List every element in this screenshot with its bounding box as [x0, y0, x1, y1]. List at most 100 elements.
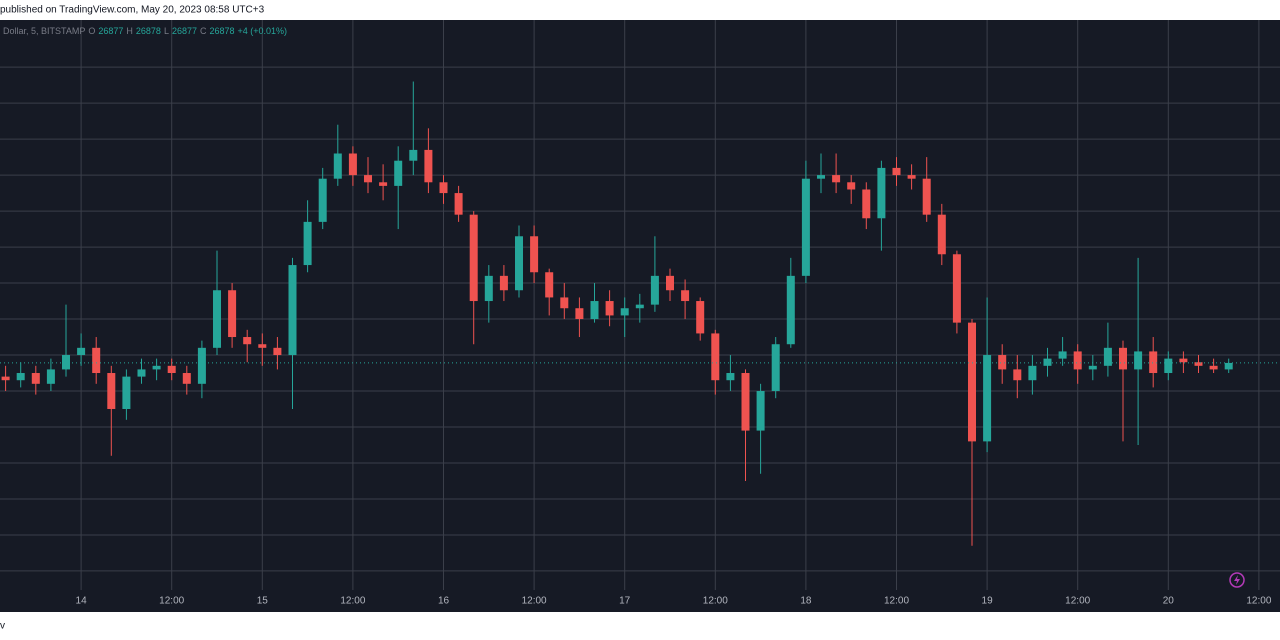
candle-body [1013, 369, 1022, 381]
candle-body [666, 275, 674, 291]
x-tick-label: 15 [257, 596, 269, 607]
candle-body [560, 297, 569, 309]
candle-body [484, 275, 493, 302]
candle-body [62, 355, 70, 370]
candle-body [998, 355, 1007, 370]
candle-body [862, 189, 871, 219]
ohlc-value: 26878 [136, 26, 161, 36]
candle-body [182, 373, 191, 384]
candle-body [907, 175, 916, 179]
candle-body [424, 149, 433, 183]
candle-body [1058, 351, 1067, 359]
lightning-icon [1229, 572, 1245, 588]
candle-body [968, 322, 976, 442]
x-tick-label: 16 [438, 596, 450, 607]
candle-body [1043, 358, 1052, 366]
published-text: published on TradingView.com, May 20, 20… [0, 5, 265, 16]
candle-body [303, 221, 312, 266]
candle-body [454, 193, 463, 215]
candle-body [379, 182, 388, 186]
candle-body [696, 301, 705, 334]
legend: Dollar, 5, BITSTAMP O 26877 H 26878 L 26877 C 26… [3, 26, 287, 36]
x-tick-label: 12:00 [340, 596, 365, 607]
candle-body [726, 373, 735, 381]
candle-body [832, 175, 841, 183]
candle-body [16, 373, 25, 381]
candle-body [877, 167, 886, 219]
candle-body [213, 290, 221, 348]
candle-body [937, 214, 946, 255]
x-tick-label: 12:00 [1246, 596, 1271, 607]
change: +4 (+0.01%) [238, 26, 288, 36]
candle-body [983, 355, 992, 442]
x-tick-label: 12:00 [1065, 596, 1090, 607]
x-tick-label: 20 [1163, 596, 1175, 607]
candle-body [1028, 365, 1037, 381]
x-tick-label: 19 [982, 596, 994, 607]
candle-body [892, 167, 901, 176]
x-tick-label: 14 [76, 596, 88, 607]
candle-body [394, 160, 403, 186]
candle-body [635, 304, 644, 309]
candle-body [46, 369, 55, 384]
ohlc-label: O [88, 26, 95, 36]
x-tick-label: 17 [619, 596, 631, 607]
x-tick-label: 12:00 [703, 596, 728, 607]
candle-body [771, 344, 780, 392]
x-tick-label: 12:00 [159, 596, 184, 607]
candle-body [650, 275, 659, 305]
ohlc-value: 26877 [172, 26, 197, 36]
candle-body [499, 275, 508, 291]
candle-body [817, 175, 825, 179]
candle-body [1073, 351, 1082, 370]
candle-body [228, 290, 237, 338]
candle-body [590, 301, 599, 320]
candle-body [801, 178, 810, 276]
candle-body [952, 254, 961, 323]
candle-body [92, 347, 101, 374]
x-tick-label: 12:00 [522, 596, 547, 607]
candle-body [1224, 362, 1233, 370]
candle-body [31, 373, 40, 384]
candle-body [348, 153, 357, 176]
candle-body [1179, 358, 1188, 363]
x-tick-label: 18 [800, 596, 812, 607]
candle-body [1119, 347, 1127, 370]
candle-body [1164, 358, 1173, 374]
candle-body [711, 333, 720, 381]
candles [0, 81, 1280, 546]
candle-body [107, 373, 116, 409]
candle-body [152, 365, 161, 370]
bottom-bar [0, 612, 1280, 640]
candle-body [1209, 365, 1218, 370]
x-tick-label: 12:00 [884, 596, 909, 607]
candle-body [605, 301, 614, 316]
candle-body [1088, 365, 1097, 370]
candle-body [1134, 351, 1143, 370]
candle-body [439, 182, 448, 194]
ohlc-label: H [126, 26, 133, 36]
symbol: Dollar, 5, BITSTAMP [3, 26, 85, 36]
candle-body [288, 265, 297, 356]
footer-text: v [0, 621, 5, 632]
candle-body [469, 214, 478, 302]
candle-body [77, 347, 86, 356]
candle-body [333, 153, 342, 179]
candle-body [530, 236, 539, 273]
ohlc-label: L [164, 26, 169, 36]
candle-body [122, 376, 131, 409]
icon-ring [1229, 572, 1245, 588]
candle-body [515, 236, 523, 291]
candle-body [409, 149, 418, 161]
candle-body [318, 178, 327, 222]
candle-body [681, 290, 690, 302]
candle-body [741, 373, 750, 431]
candle-body [1, 376, 10, 381]
candle-body [167, 365, 176, 374]
candle-body [575, 308, 584, 320]
candle-body [197, 347, 206, 384]
candle-body [243, 337, 252, 345]
candle-body [786, 275, 795, 345]
grid: 14 12:00 15 12:00 16 12:00 17 12:00 18 12:00 19 12:… [0, 20, 1280, 607]
